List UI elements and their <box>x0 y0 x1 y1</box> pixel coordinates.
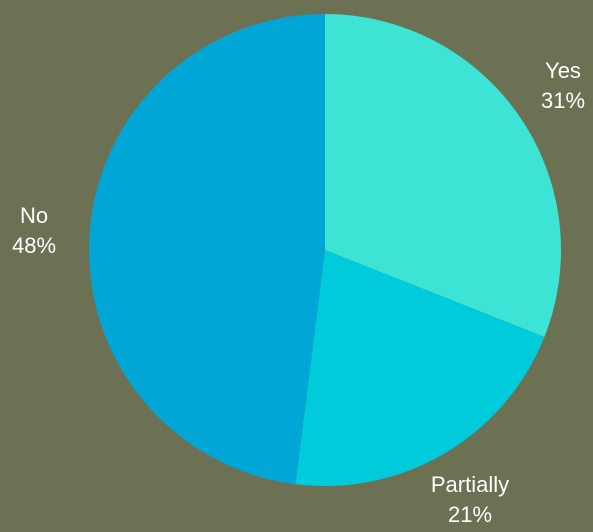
slice-label-no: No <box>20 203 48 228</box>
slice-label-partially: Partially <box>431 472 509 497</box>
slice-label-yes: Yes <box>545 58 581 83</box>
pie-slice-yes <box>325 14 561 337</box>
slice-percent-partially: 21% <box>448 502 492 527</box>
slice-percent-yes: 31% <box>541 88 585 113</box>
pie-slice-no <box>88 14 325 485</box>
pie-slice-partially <box>295 250 545 486</box>
slice-percent-no: 48% <box>12 233 56 258</box>
